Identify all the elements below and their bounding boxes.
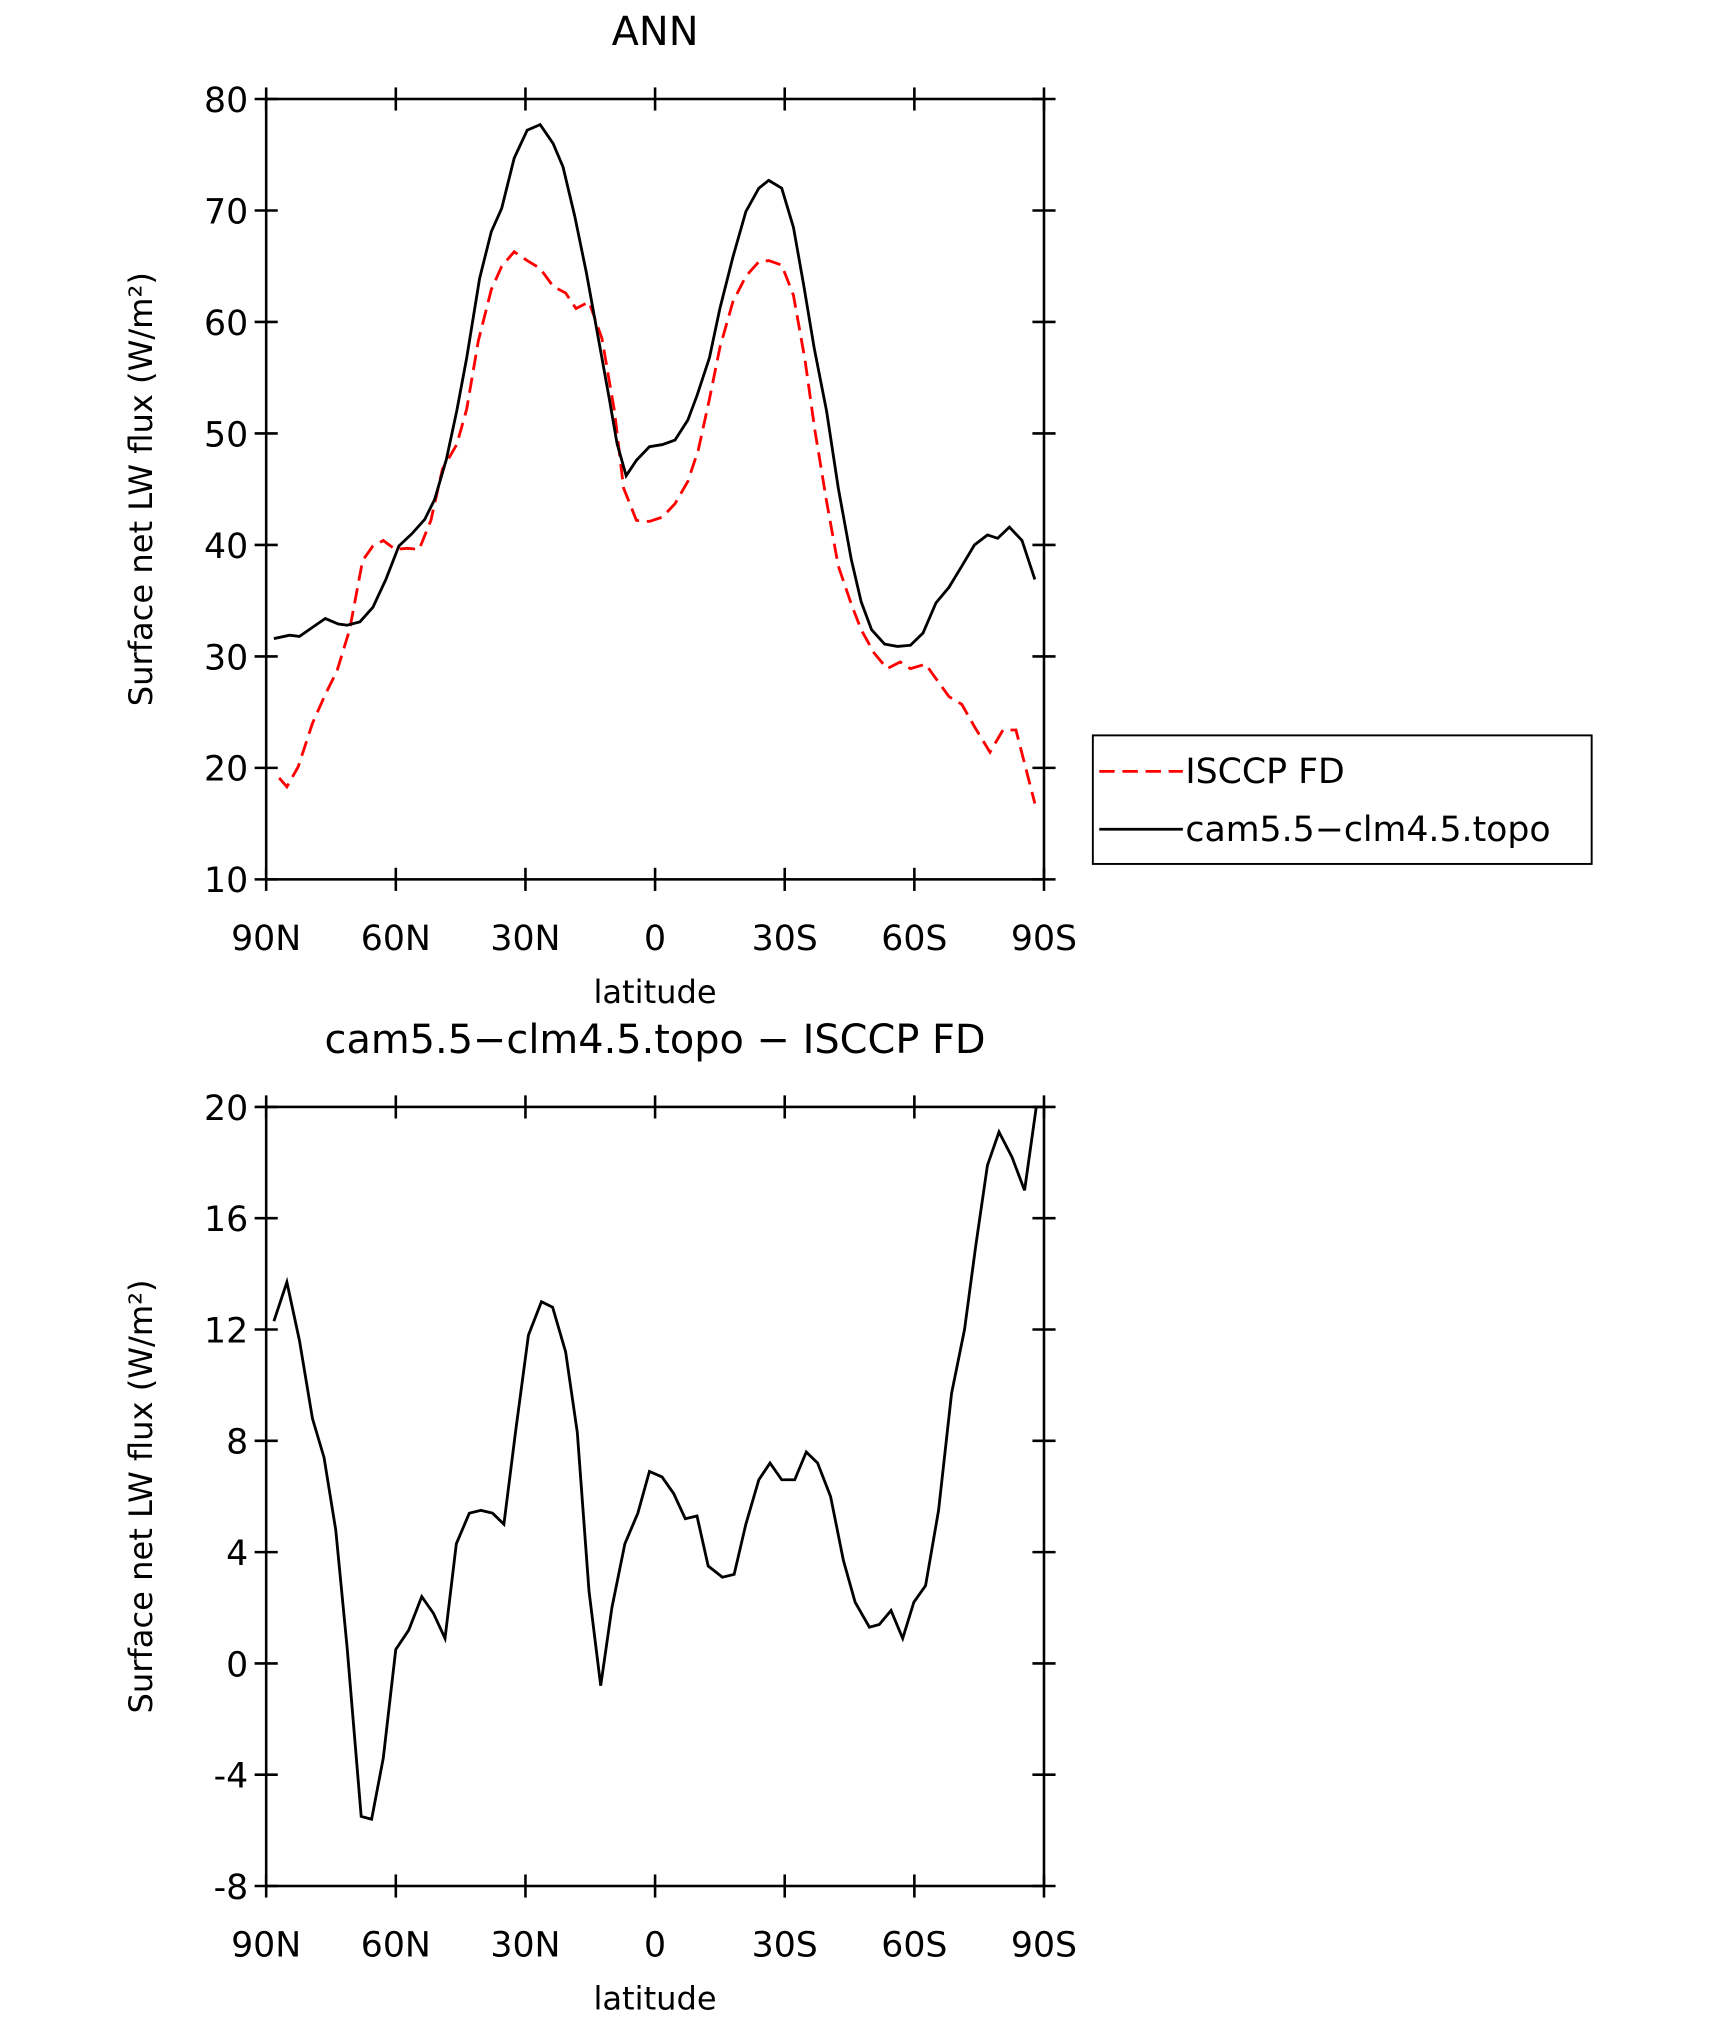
x-tick-label: 0 [644,1926,666,1966]
y-axis-label: Surface net LW flux (W/m²) [122,272,160,706]
x-tick-label: 0 [644,919,666,959]
x-axis-label: latitude [593,1979,716,2017]
y-tick-label: 30 [204,638,248,678]
y-tick-label: 12 [204,1311,248,1351]
legend-box [1091,734,1593,865]
x-tick-label: 30N [490,1926,560,1966]
y-tick-label: 0 [226,1645,248,1685]
y-tick-label: 10 [204,861,248,901]
plot-frame [264,1105,1046,1888]
y-tick-label: -8 [214,1868,249,1908]
y-tick-label: 40 [204,527,248,567]
y-tick-label: 4 [226,1534,248,1574]
x-tick-label: 90N [231,919,301,959]
x-tick-label: 60S [881,1926,947,1966]
x-tick-label: 30S [752,1926,818,1966]
data-line [273,122,1037,648]
y-tick-label: 20 [204,1089,248,1129]
x-tick-label: 90S [1011,919,1077,959]
y-tick-label: 80 [204,81,248,121]
x-tick-label: 90S [1011,1926,1077,1966]
x-tick-label: 30S [752,919,818,959]
legend-label: ISCCP FD [1185,752,1344,792]
x-tick-label: 60N [361,919,431,959]
chart-title: cam5.5−clm4.5.topo − ISCCP FD [325,1017,986,1063]
data-line [272,1106,1038,1822]
y-axis-label: Surface net LW flux (W/m²) [122,1279,160,1713]
y-tick-label: 50 [204,415,248,455]
y-tick-label: 20 [204,750,248,790]
x-tick-label: 60N [361,1926,431,1966]
x-tick-label: 60S [881,919,947,959]
y-tick-label: 70 [204,192,248,232]
y-tick-label: -4 [214,1757,249,1797]
y-tick-label: 16 [204,1200,248,1240]
x-tick-label: 90N [231,1926,301,1966]
x-tick-label: 30N [490,919,560,959]
legend-label: cam5.5−clm4.5.topo [1185,810,1550,850]
data-line [278,249,1037,804]
y-tick-label: 8 [226,1423,248,1463]
chart-title: ANN [612,9,699,55]
y-tick-label: 60 [204,304,248,344]
x-axis-label: latitude [593,973,716,1011]
plot-frame [264,97,1046,881]
